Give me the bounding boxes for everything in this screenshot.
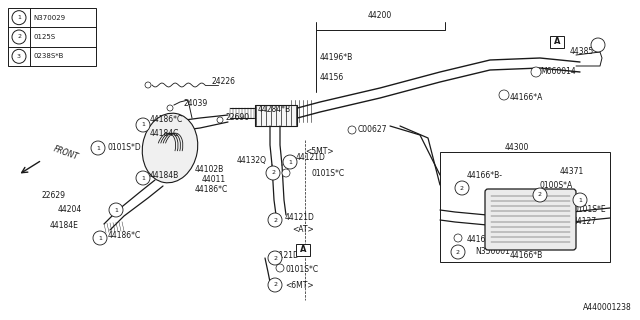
- Circle shape: [109, 203, 123, 217]
- Text: <AT>: <AT>: [292, 226, 314, 235]
- Text: 1: 1: [578, 197, 582, 203]
- Text: 44166*B: 44166*B: [510, 251, 543, 260]
- Text: 2: 2: [273, 283, 277, 287]
- Text: 2: 2: [271, 171, 275, 175]
- Text: A: A: [300, 245, 307, 254]
- Text: 0101S*D: 0101S*D: [108, 143, 141, 153]
- Text: 44184C: 44184C: [150, 129, 179, 138]
- Text: 44121D: 44121D: [270, 251, 300, 260]
- Text: 44166*A: 44166*A: [510, 93, 543, 102]
- Text: 2: 2: [460, 186, 464, 190]
- Circle shape: [145, 82, 151, 88]
- Circle shape: [451, 245, 465, 259]
- Text: 2: 2: [456, 250, 460, 254]
- Text: 44184E: 44184E: [50, 220, 79, 229]
- Text: N370029: N370029: [33, 15, 65, 21]
- Text: 3: 3: [17, 54, 21, 59]
- Text: 44121D: 44121D: [285, 213, 315, 222]
- Circle shape: [217, 117, 223, 123]
- Text: A: A: [554, 37, 560, 46]
- Text: 0101S*C: 0101S*C: [285, 266, 318, 275]
- Text: 0101S*E: 0101S*E: [573, 205, 605, 214]
- Bar: [296, 244, 310, 256]
- Circle shape: [573, 193, 587, 207]
- Circle shape: [91, 141, 105, 155]
- Text: 44166*B-: 44166*B-: [467, 171, 503, 180]
- Circle shape: [282, 169, 290, 177]
- Text: 44196*B: 44196*B: [320, 53, 353, 62]
- Circle shape: [167, 105, 173, 111]
- Text: C00627: C00627: [358, 125, 387, 134]
- Circle shape: [96, 234, 104, 242]
- Text: 0125S: 0125S: [33, 34, 55, 40]
- Text: 2: 2: [273, 255, 277, 260]
- Text: 2: 2: [538, 193, 542, 197]
- Text: 1: 1: [17, 15, 21, 20]
- Circle shape: [454, 234, 462, 242]
- FancyBboxPatch shape: [485, 189, 576, 250]
- Bar: [255, 105, 297, 126]
- Ellipse shape: [142, 113, 198, 183]
- Circle shape: [93, 231, 107, 245]
- Circle shape: [591, 38, 605, 52]
- Text: 44385: 44385: [570, 47, 595, 57]
- Text: A440001238: A440001238: [583, 303, 632, 312]
- Text: 44204: 44204: [58, 205, 83, 214]
- Text: 24039: 24039: [183, 99, 207, 108]
- Text: M660014: M660014: [540, 68, 576, 76]
- Circle shape: [136, 118, 150, 132]
- Text: 44186*C: 44186*C: [150, 116, 183, 124]
- Text: 44284*B: 44284*B: [258, 106, 291, 115]
- Circle shape: [594, 41, 602, 49]
- Circle shape: [136, 171, 150, 185]
- Bar: [8, 8, 96, 66]
- Text: 44156: 44156: [320, 74, 344, 83]
- Text: 0101S*C: 0101S*C: [312, 169, 345, 178]
- Text: 1: 1: [114, 207, 118, 212]
- Circle shape: [283, 155, 297, 169]
- Text: 22629: 22629: [42, 190, 66, 199]
- Text: 0100S*A: 0100S*A: [540, 180, 573, 189]
- Text: 44132Q: 44132Q: [237, 156, 267, 164]
- Text: <6MT>: <6MT>: [285, 281, 314, 290]
- Circle shape: [455, 181, 469, 195]
- Text: 1: 1: [98, 236, 102, 241]
- Text: 44371: 44371: [560, 167, 584, 177]
- Text: 1: 1: [96, 146, 100, 150]
- Bar: [440, 152, 610, 262]
- Text: 44102B: 44102B: [195, 165, 224, 174]
- Text: 2: 2: [17, 35, 21, 39]
- Circle shape: [499, 90, 509, 100]
- Text: 44300: 44300: [505, 143, 529, 153]
- Circle shape: [533, 188, 547, 202]
- Text: 1: 1: [141, 123, 145, 127]
- Text: 44184B: 44184B: [150, 171, 179, 180]
- Text: 1: 1: [141, 175, 145, 180]
- Bar: [550, 36, 564, 48]
- Text: 2: 2: [273, 218, 277, 222]
- Circle shape: [268, 213, 282, 227]
- Circle shape: [268, 251, 282, 265]
- Text: <5MT>: <5MT>: [305, 148, 333, 156]
- Text: 44166*B: 44166*B: [467, 236, 500, 244]
- Circle shape: [268, 278, 282, 292]
- Circle shape: [531, 67, 541, 77]
- Text: 44121D: 44121D: [296, 154, 326, 163]
- Text: 24226: 24226: [212, 77, 236, 86]
- Text: 44011: 44011: [202, 175, 226, 185]
- Text: 1: 1: [288, 159, 292, 164]
- Circle shape: [266, 166, 280, 180]
- Text: 0238S*B: 0238S*B: [33, 53, 63, 59]
- Circle shape: [348, 126, 356, 134]
- Text: N350001: N350001: [475, 247, 510, 257]
- Text: 44186*C: 44186*C: [195, 186, 228, 195]
- Text: 22690: 22690: [226, 114, 250, 123]
- Text: FRONT: FRONT: [52, 144, 79, 162]
- Circle shape: [276, 264, 284, 272]
- Text: 44127: 44127: [573, 218, 597, 227]
- Text: 44200: 44200: [368, 12, 392, 20]
- Text: 44186*C: 44186*C: [108, 230, 141, 239]
